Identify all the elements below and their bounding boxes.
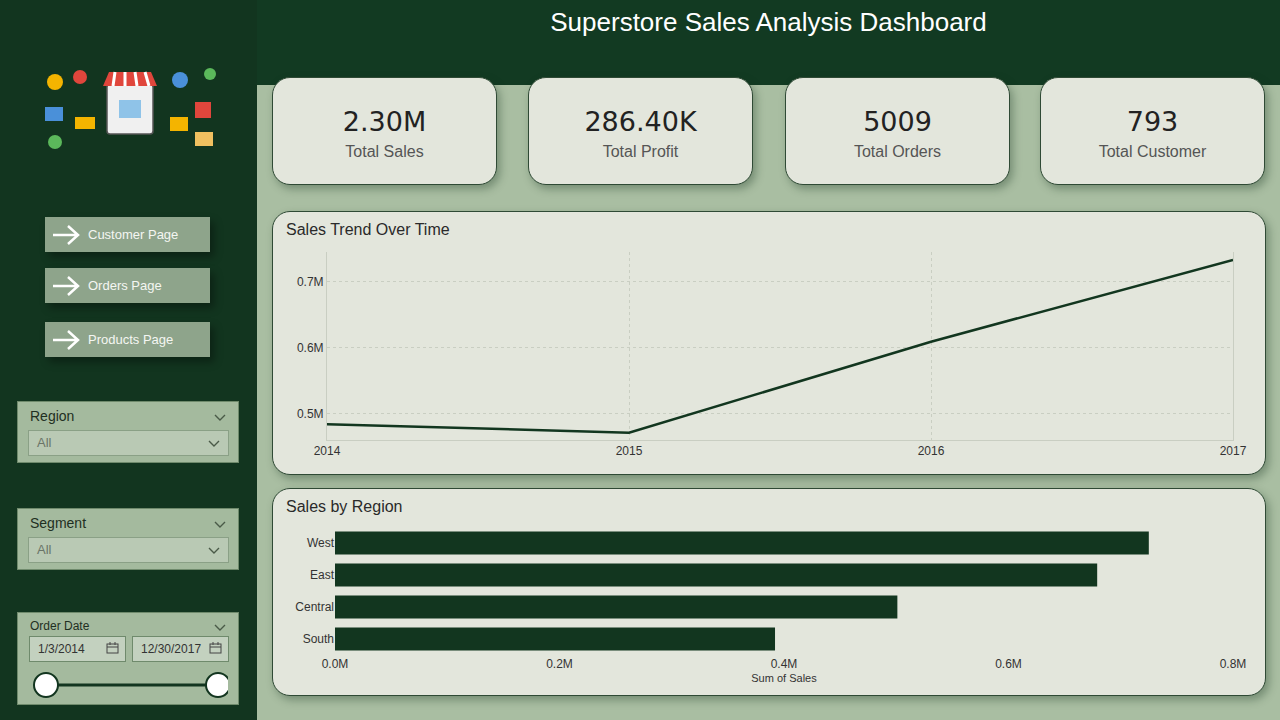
svg-text:South: South [303,632,334,646]
html-text:Total Orders: Total Orders [853,143,942,160]
html-text:Products Page: Products Page [88,332,174,347]
svg-text:East: East [310,568,335,582]
svg-text:Central: Central [295,600,334,614]
svg-text:0.5M: 0.5M [297,407,324,421]
html-text:All: All [37,435,52,450]
svg-text:2017: 2017 [1220,444,1247,458]
html-text:286.40K: 286.40K [584,106,697,137]
svg-text:West: West [307,536,335,550]
svg-text:0.8M: 0.8M [1220,657,1247,671]
html-text:Total Profit: Total Profit [602,143,679,160]
svg-text:0.6M: 0.6M [995,657,1022,671]
html-text:2.30M: 2.30M [342,106,427,137]
svg-text:Sum of Sales: Sum of Sales [751,672,817,684]
svg-text:0.6M: 0.6M [297,341,324,355]
html-text:12/30/2017: 12/30/2017 [141,642,202,656]
html-text:Orders Page: Orders Page [88,278,162,293]
html-text:Region: Region [30,408,75,424]
html-text:All: All [37,542,52,557]
svg-text:0.2M: 0.2M [546,657,573,671]
html-text:Order Date: Order Date [30,619,90,633]
html-text:Superstore Sales Analysis Dash: Superstore Sales Analysis Dashboard [550,7,987,37]
svg-text:2014: 2014 [314,444,341,458]
svg-text:2016: 2016 [918,444,945,458]
svg-text:0.7M: 0.7M [297,275,324,289]
svg-text:2015: 2015 [616,444,643,458]
html-text:Total Customer: Total Customer [1098,143,1207,160]
html-text:1/3/2014: 1/3/2014 [38,642,85,656]
svg-text:0.0M: 0.0M [322,657,349,671]
html-text:Customer Page: Customer Page [88,227,179,242]
html-text:5009: 5009 [863,106,932,137]
html-text:Sales by Region: Sales by Region [286,498,403,515]
html-text:Segment: Segment [30,515,86,531]
html-text:Sales Trend Over Time: Sales Trend Over Time [286,221,450,238]
html-text:Total Sales: Total Sales [345,143,424,160]
svg-text:0.4M: 0.4M [771,657,798,671]
html-text:793: 793 [1126,106,1179,137]
